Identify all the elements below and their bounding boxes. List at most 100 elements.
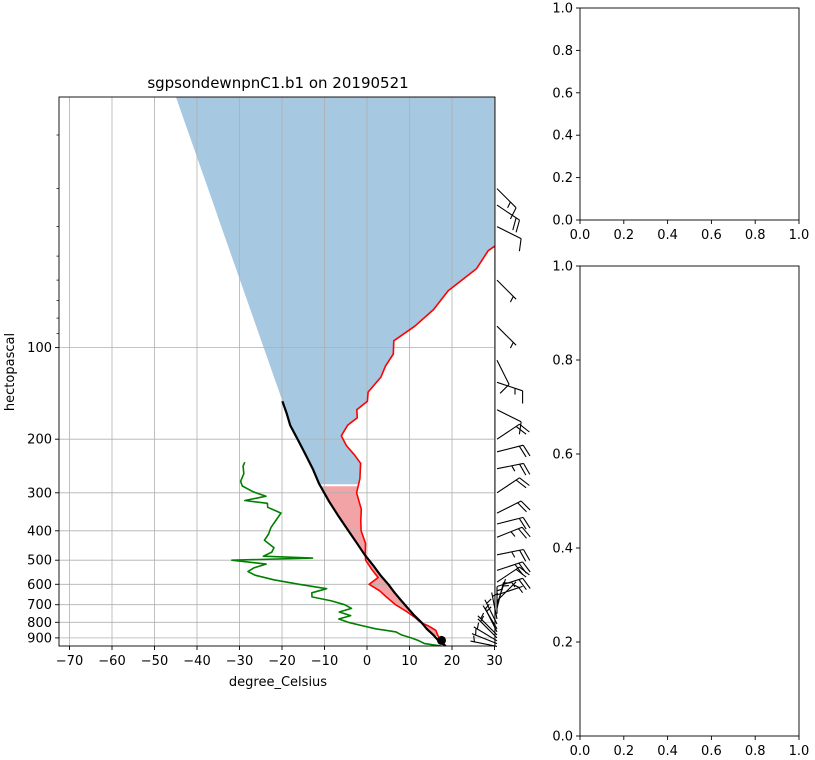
parcel-profile-line [281, 400, 447, 646]
upper-empty-axes-x-tick-label: 0.4 [657, 228, 678, 243]
dewpoint-line [231, 461, 442, 646]
upper-empty-axes-y-tick-label: 0.0 [552, 214, 573, 229]
wind-barb [496, 462, 531, 476]
lower-empty-axes-y-tick-label: 0.4 [552, 542, 573, 557]
wind-barb-full [523, 463, 531, 475]
wind-barb-half [476, 622, 480, 630]
wind-barb-half [507, 201, 511, 208]
wind-barb-half [480, 615, 485, 622]
wind-barb-full [517, 528, 527, 539]
lower-empty-axes-y-tick-label: 1.0 [552, 260, 573, 275]
skewt-x-tick-label: 20 [444, 654, 461, 669]
wind-barb-staff [496, 462, 524, 470]
wind-barb-staff [496, 226, 522, 240]
wind-barb [496, 204, 521, 233]
skewt-x-tick-label: 30 [486, 654, 503, 669]
wind-barb-staff [482, 605, 498, 630]
wind-barb-staff [496, 561, 523, 571]
wind-barb [496, 444, 531, 458]
lower-empty-axes-frame [579, 265, 800, 737]
skewt-x-tick-label: −20 [268, 654, 295, 669]
lower-empty-axes-x-tick-label: 0.8 [745, 744, 766, 759]
wind-barb-staff [496, 578, 507, 605]
skewt-plot-area [59, 97, 495, 646]
wind-barb-staff [477, 618, 498, 639]
skewt-y-tick-label: 700 [27, 598, 52, 613]
skewt-y-tick-label: 600 [27, 578, 52, 593]
skewt-y-tick-label: 200 [27, 433, 52, 448]
wind-barb-half [510, 531, 516, 537]
lower-empty-axes-x-tick-label: 0.2 [613, 744, 634, 759]
wind-barb-full [517, 502, 527, 513]
wind-barb-full [522, 444, 531, 457]
wind-barb-full [519, 477, 530, 486]
wind-barb-full [512, 217, 517, 231]
wind-barb [496, 226, 522, 252]
skewt-x-tick-label: −50 [141, 654, 168, 669]
wind-barb-half [509, 342, 514, 349]
wind-barb [484, 598, 498, 625]
wind-barb-staff [470, 640, 498, 647]
lower-empty-axes-x-tick-label: 1.0 [789, 744, 810, 759]
lower-empty-axes-y-tick-label: 0.6 [552, 448, 573, 463]
skewt-axes-frame [58, 96, 496, 647]
skewt-y-tick-label: 400 [27, 524, 52, 539]
wind-barb-full [522, 561, 531, 573]
wind-barb-full [519, 550, 527, 562]
wind-barb-staff [496, 188, 517, 209]
upper-empty-axes-frame [579, 7, 800, 221]
wind-barb-full [521, 526, 531, 538]
lower-empty-axes-x-tick-label: 0.0 [570, 744, 591, 759]
wind-barb-staff [496, 279, 517, 300]
skewt-y-tick-label: 900 [27, 631, 52, 646]
wind-barb-full [515, 219, 521, 233]
wind-barb [477, 612, 498, 636]
upper-empty-axes-x-tick-label: 0.8 [745, 228, 766, 243]
wind-barb-staff [496, 409, 522, 423]
lower-empty-axes-y-tick-label: 0.8 [552, 354, 573, 369]
skewt-ylabel: hectopascal [3, 333, 18, 411]
wind-barb [473, 622, 498, 642]
wind-barb-full [522, 577, 531, 589]
cape-shading [320, 486, 439, 636]
wind-barb-staff [496, 548, 524, 556]
wind-barb [496, 188, 517, 220]
skewt-xlabel: degree_Celsius [229, 675, 327, 690]
wind-barb-staff [496, 204, 520, 221]
wind-barb [477, 615, 498, 639]
upper-empty-axes-y-tick-label: 0.2 [552, 171, 573, 186]
wind-barb-full [515, 425, 527, 435]
wind-barb-full [499, 384, 510, 394]
wind-barb-full [518, 421, 522, 435]
wind-barb-full [523, 549, 531, 561]
wind-barb-full [519, 463, 527, 476]
wind-barb-half [518, 587, 524, 594]
wind-barb [496, 577, 531, 591]
wind-barb-full [509, 207, 517, 220]
wind-barb-half [480, 612, 485, 619]
upper-empty-axes-x-tick-label: 0.0 [570, 228, 591, 243]
wind-barb-staff [496, 566, 520, 583]
wind-barb-staff [496, 526, 523, 538]
wind-barb [496, 500, 531, 514]
wind-barb-staff [496, 577, 523, 588]
wind-barb-half [473, 635, 475, 642]
skewt-y-tick-label: 800 [27, 616, 52, 631]
wind-barb [496, 477, 530, 494]
wind-barb-full [514, 564, 524, 575]
wind-barb [496, 325, 517, 349]
skewt-title: sgpsondewnpnC1.b1 on 20190521 [147, 74, 408, 92]
wind-barb-half [486, 598, 492, 604]
skewt-x-tick-label: −70 [56, 654, 83, 669]
wind-barb-staff [496, 585, 523, 596]
wind-barb-staff [473, 626, 498, 642]
skewt-x-tick-label: −40 [183, 654, 210, 669]
lower-empty-axes-x-tick-label: 0.4 [657, 744, 678, 759]
wind-barb-half [511, 465, 516, 472]
upper-empty-axes-y-tick-label: 0.8 [552, 44, 573, 59]
wind-barb-staff [496, 359, 510, 385]
wind-barb [471, 628, 498, 645]
wind-barb-staff [496, 444, 524, 453]
wind-barb [496, 381, 524, 404]
wind-barb-full [520, 500, 531, 511]
